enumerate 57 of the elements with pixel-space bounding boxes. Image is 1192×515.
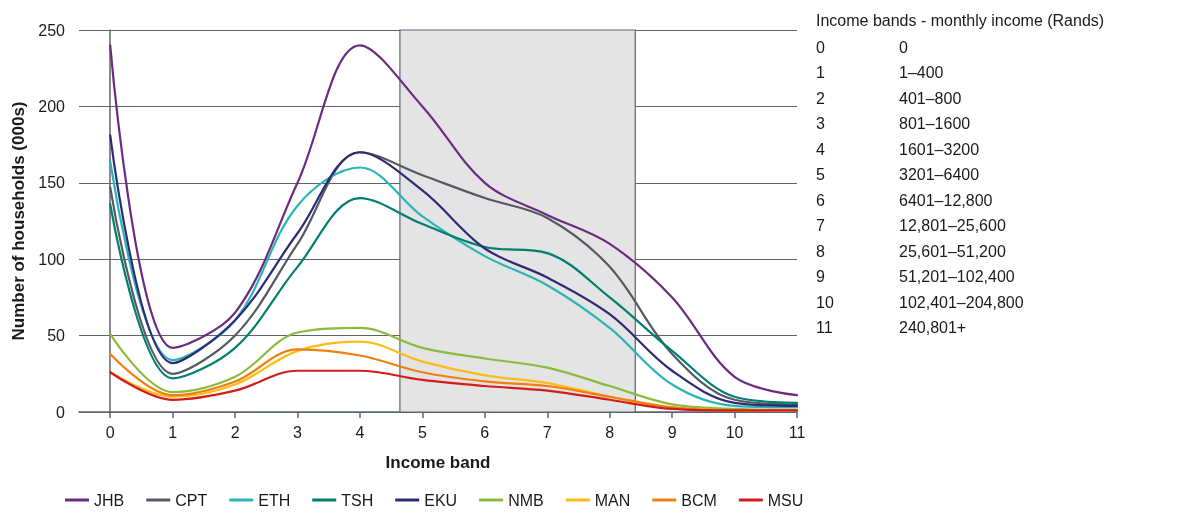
text: 11	[816, 319, 833, 336]
text: 1–400	[899, 64, 944, 81]
text: 4	[816, 140, 825, 158]
y-tick-label: 50	[47, 327, 66, 345]
x-tick-label: 5	[417, 423, 427, 441]
x-tick-label: 3	[293, 423, 303, 441]
text: 2	[816, 89, 825, 107]
legend-label: MSU	[767, 491, 804, 509]
x-tick-label: 2	[230, 423, 240, 441]
text: 3201–6400	[899, 166, 980, 183]
text: 9	[816, 268, 825, 285]
text: Income bands - monthly income (Rands)	[816, 11, 1105, 29]
x-tick-label: 6	[480, 423, 490, 441]
line-series	[109, 44, 799, 397]
x-tick-label: 4	[355, 423, 365, 441]
y-tick-label: 250	[38, 21, 66, 39]
text: 12,801–25,600	[899, 217, 1006, 234]
x-tick-label: 1	[168, 423, 178, 441]
text: 6	[816, 191, 825, 209]
legend-label: ETH	[258, 491, 291, 509]
legend-label: TSH	[341, 491, 374, 509]
y-tick-label: 100	[38, 250, 66, 268]
y-tick-label: 0	[56, 403, 66, 421]
text: 0	[816, 38, 825, 56]
text: 0	[899, 38, 908, 56]
x-axis-title: Income band	[385, 453, 491, 472]
text: 25,601–51,200	[899, 242, 1006, 260]
text: 1601–3200	[899, 140, 980, 158]
line-series	[109, 369, 799, 412]
legend-label: NMB	[508, 491, 544, 509]
x-tick-label: 9	[667, 423, 677, 441]
x-tick-label: 7	[542, 423, 552, 441]
x-tick-label: 11	[788, 423, 806, 441]
text: 51,201–102,400	[899, 268, 1015, 285]
x-tick-label: 8	[605, 423, 615, 441]
line-series	[109, 196, 799, 404]
text: 8	[816, 242, 825, 260]
x-tick-label: 0	[105, 423, 115, 441]
text: 7	[816, 217, 825, 234]
text: 10	[816, 293, 834, 311]
legend-label: JHB	[94, 491, 125, 509]
legend-label: MAN	[594, 491, 631, 509]
y-tick-label: 200	[38, 97, 66, 115]
text: 3	[816, 115, 825, 132]
text: 801–1600	[899, 115, 971, 132]
legend-label: BCM	[681, 491, 717, 509]
y-axis-title: Number of households (000s)	[9, 101, 29, 341]
legend-label: EKU	[424, 491, 458, 509]
text: 5	[816, 166, 825, 183]
legend-label: CPT	[175, 491, 208, 509]
text: 102,401–204,800	[899, 293, 1024, 311]
text: 6401–12,800	[899, 191, 993, 209]
x-tick-label: 10	[725, 423, 744, 441]
text: 240,801+	[899, 319, 967, 336]
text: 401–800	[899, 89, 962, 107]
y-tick-label: 150	[38, 174, 66, 192]
text: 1	[816, 64, 825, 81]
